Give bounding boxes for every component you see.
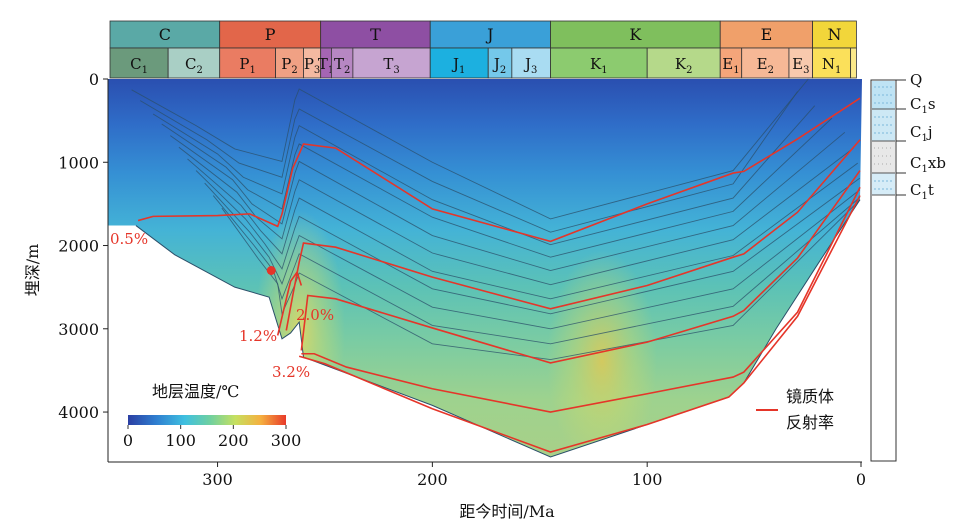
period-label-k: K <box>629 25 642 44</box>
ro-label-0.5pct: 0.5% <box>110 230 148 248</box>
legend-label-2: 反射率 <box>786 413 834 432</box>
y-axis-ticks: 0 1000 2000 3000 4000 <box>58 70 108 422</box>
colorbar-tick-0: 0 <box>123 431 133 450</box>
x-axis-ticks: 300 200 100 0 <box>202 462 866 489</box>
strat-label-c1xb: C1xb <box>910 154 946 175</box>
ro-isolines <box>137 97 861 453</box>
ro-isoline-5 <box>301 186 861 413</box>
burial-line-9 <box>204 182 861 330</box>
x-tick-label-100: 100 <box>632 470 663 489</box>
epoch-cell-p2 <box>275 47 304 79</box>
epoch-cell-j1 <box>429 47 489 79</box>
period-cell-p <box>219 20 322 49</box>
ro-labels: 0.5% 2.0% 1.2% 3.2% <box>110 230 334 381</box>
period-cell-t <box>320 20 431 49</box>
y-tick-label-0: 0 <box>89 70 99 89</box>
strat-layer-c1xb <box>872 173 895 195</box>
colorbar-tick-200: 200 <box>218 431 249 450</box>
ro-isoline-1 <box>137 97 861 243</box>
period-label-t: T <box>370 25 381 44</box>
colorbar-title: 地层温度/℃ <box>152 382 239 401</box>
burial-line-3 <box>152 105 816 246</box>
period-cell-c <box>109 20 221 49</box>
ro-label-2.0pct: 2.0% <box>296 306 334 324</box>
x-tick-label-200: 200 <box>417 470 448 489</box>
period-label-j: J <box>485 25 493 44</box>
epoch-cell-k1 <box>550 47 648 79</box>
ro-isoline-2 <box>285 139 861 331</box>
period-cell-e <box>719 20 813 49</box>
strat-label-c1s: C1s <box>910 95 936 116</box>
legend: 镜质体 反射率 <box>756 387 834 432</box>
x-tick-label-0: 0 <box>856 470 866 489</box>
burial-line-2 <box>139 91 798 233</box>
burial-line-7 <box>187 158 858 300</box>
epoch-cell-t3 <box>352 47 431 79</box>
epoch-cell-c2 <box>167 47 221 79</box>
colorbar-tick-100: 100 <box>165 431 196 450</box>
epoch-cell-e2 <box>741 47 790 79</box>
ro-label-1.2pct: 1.2% <box>239 327 277 345</box>
strat-label-c1t: C1t <box>910 181 934 202</box>
strat-labels: Q C1s C1j C1xb C1t <box>910 71 946 202</box>
strat-hatch <box>874 86 893 190</box>
y-tick-label-3000: 3000 <box>58 320 99 339</box>
colorbar-gradient <box>128 415 286 425</box>
sample-point <box>266 266 276 275</box>
strat-dividers <box>872 108 895 196</box>
epoch-cell-j3 <box>511 47 551 79</box>
y-tick-label-2000: 2000 <box>58 237 99 256</box>
ro-isoline-3 <box>276 270 303 336</box>
colorbar-tick-300: 300 <box>271 431 302 450</box>
x-axis-label: 距今时间/Ma <box>459 502 555 521</box>
epoch-header: C1C2P1P2P3T1T2T3J1J2J3K1K2E1E2E3N1 <box>109 47 857 79</box>
colorbar: 地层温度/℃ 0 100 200 300 <box>123 382 301 450</box>
legend-label-1: 镜质体 <box>786 387 834 406</box>
epoch-cell-n1 <box>812 47 852 79</box>
period-label-p: P <box>265 25 276 44</box>
burial-line-10 <box>212 195 861 345</box>
burial-line-5 <box>170 131 846 271</box>
epoch-cell-n2 <box>850 47 857 79</box>
burial-section <box>108 78 862 458</box>
strat-column: Q C1s C1j C1xb C1t <box>870 71 946 462</box>
burial-line-4 <box>161 117 833 258</box>
period-label-c: C <box>159 25 171 44</box>
ro-isoline-4 <box>300 170 861 364</box>
epoch-cell-c1 <box>109 47 169 79</box>
burial-line-8 <box>195 170 861 315</box>
burial-line-6 <box>178 146 854 286</box>
hot-zone-k <box>547 250 657 458</box>
strat-label-q: Q <box>910 71 922 89</box>
temperature-field <box>108 79 862 458</box>
strat-layer-c1j <box>872 141 895 173</box>
ro-label-3.2pct: 3.2% <box>272 363 310 381</box>
ro-isoline-6 <box>298 195 861 453</box>
y-axis-label: 埋深/m <box>23 244 42 297</box>
colorbar-ticks: 0 100 200 300 <box>123 425 301 450</box>
epoch-cell-p1 <box>219 47 276 79</box>
burial-line-1 <box>131 78 809 220</box>
period-label-n: N <box>828 25 842 44</box>
strat-leaders <box>896 79 906 196</box>
x-tick-label-300: 300 <box>202 470 233 489</box>
period-label-e: E <box>761 25 773 44</box>
y-tick-label-4000: 4000 <box>58 403 99 422</box>
strat-label-c1j: C1j <box>910 123 933 144</box>
y-tick-label-1000: 1000 <box>58 153 99 172</box>
